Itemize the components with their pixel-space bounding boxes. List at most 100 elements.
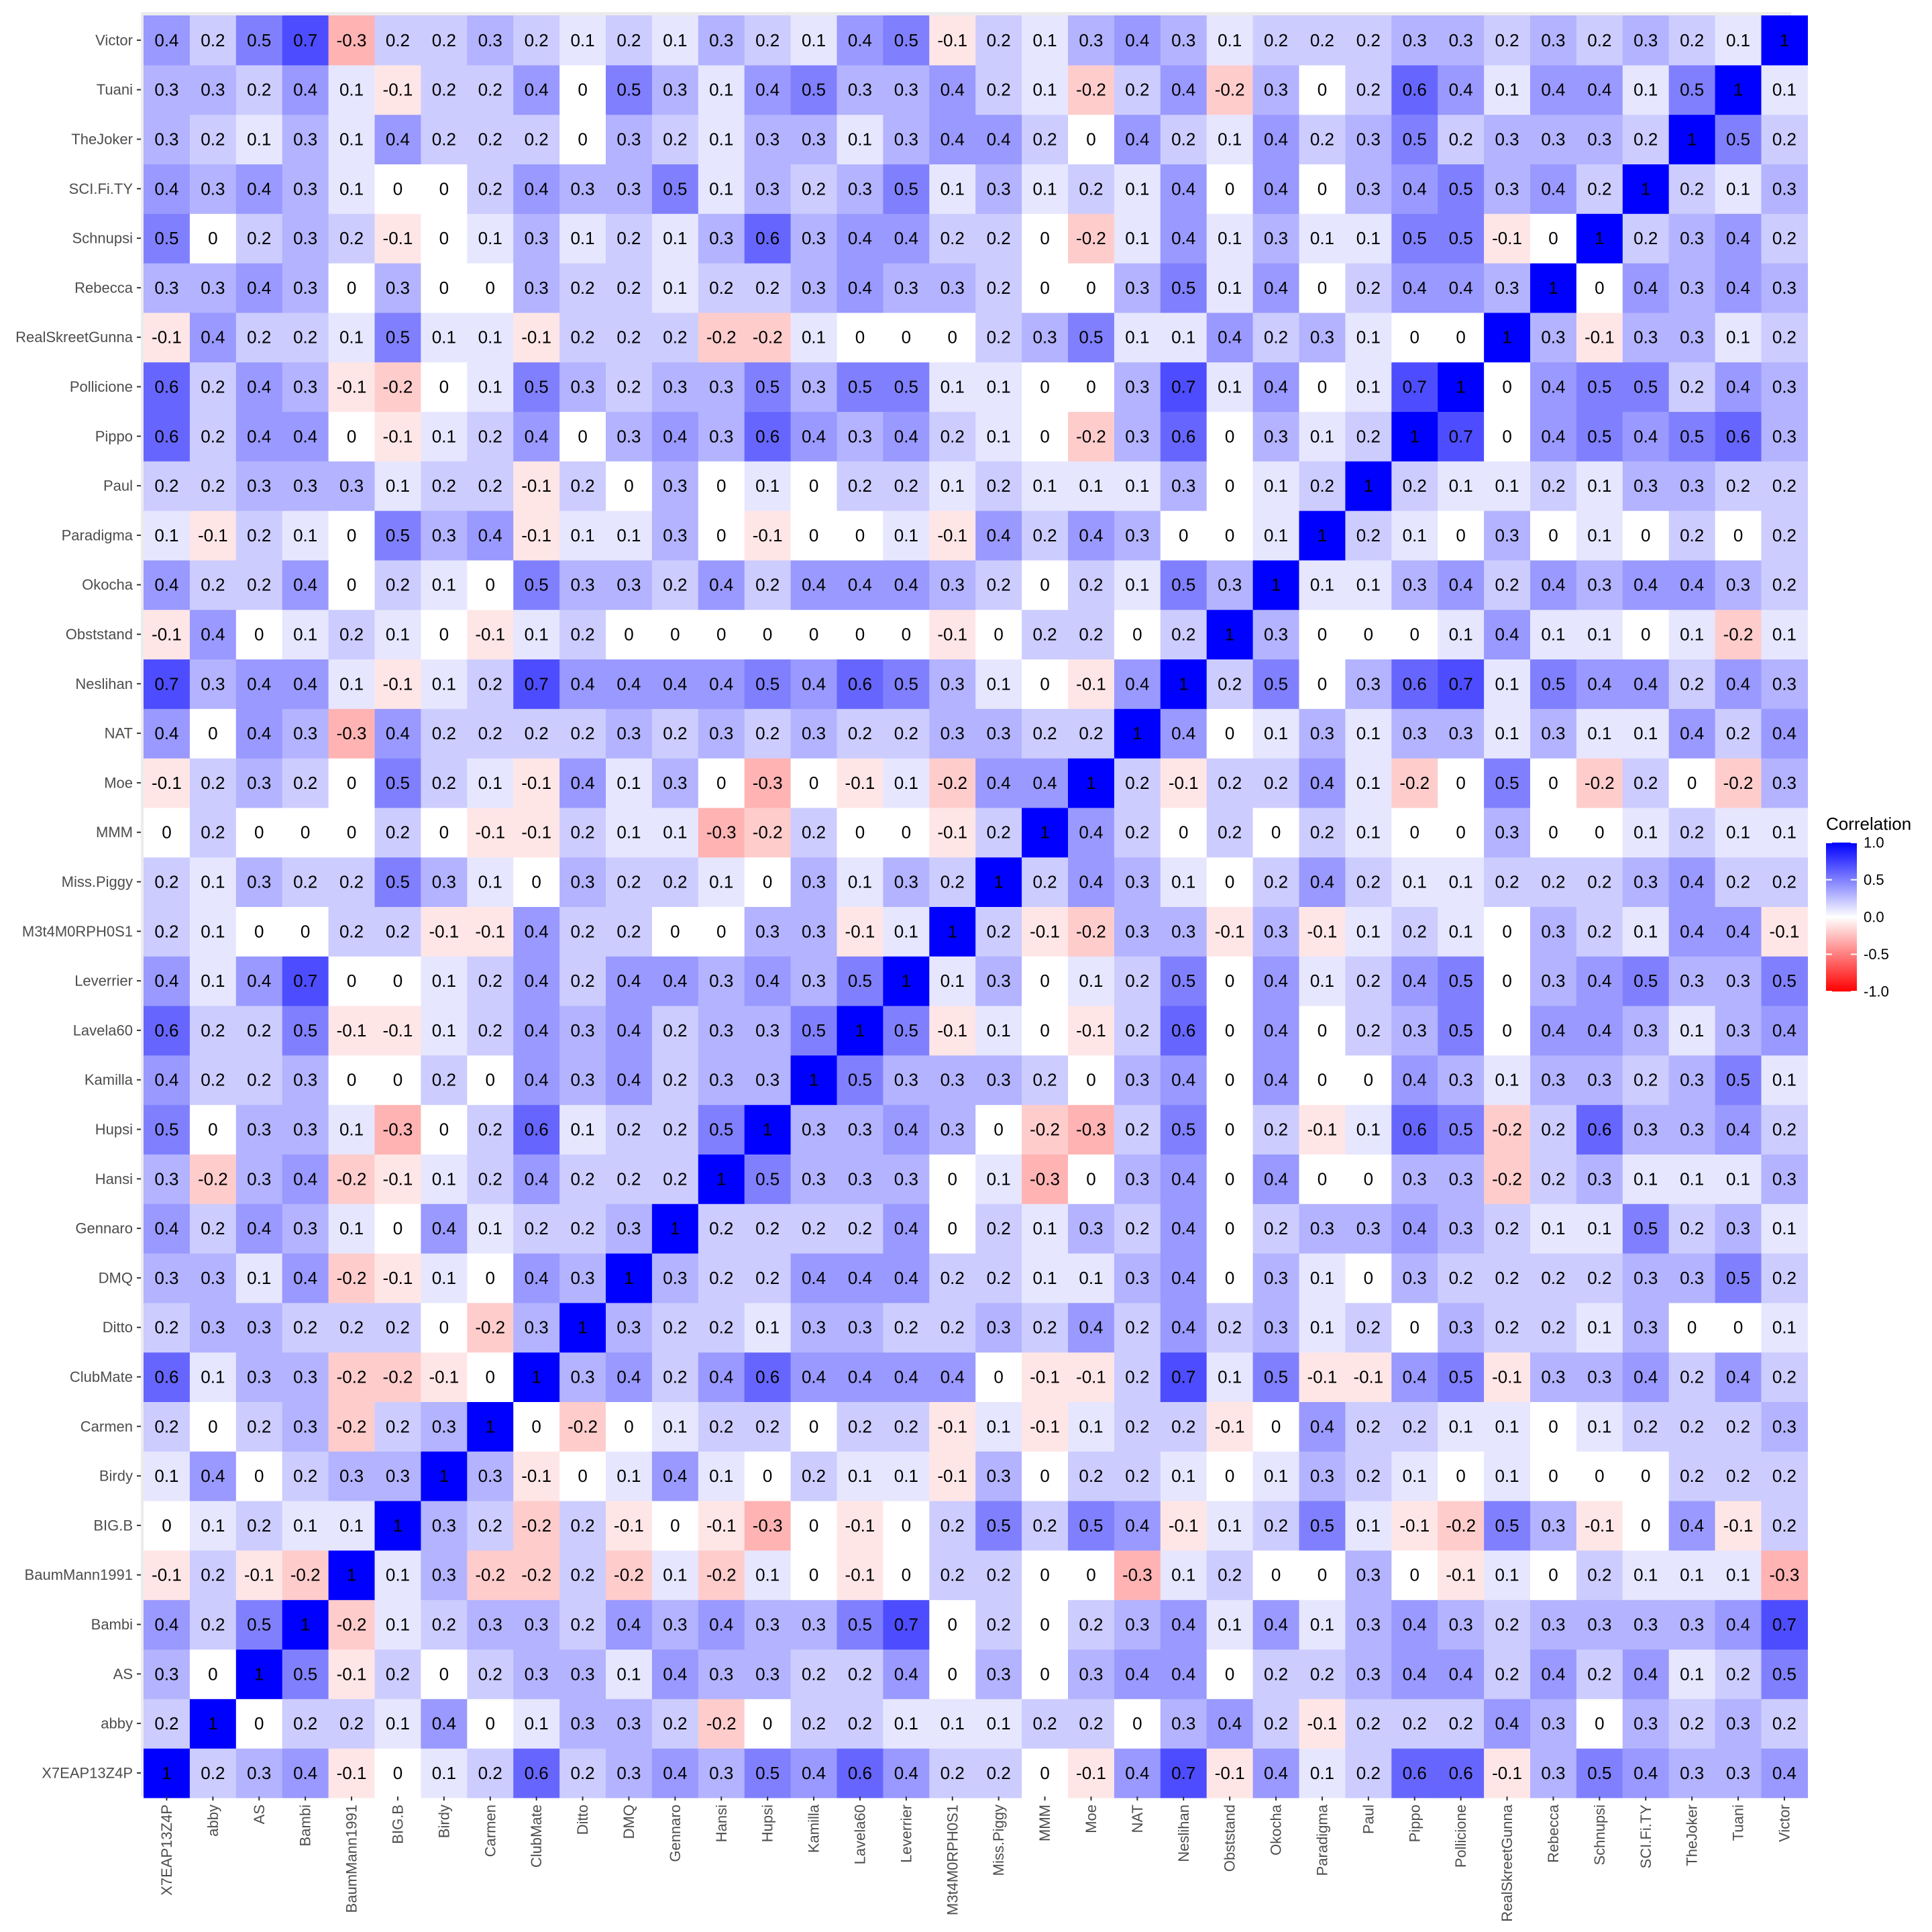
cell-value-label: 0.4 xyxy=(1726,921,1750,941)
x-tick-label: Hansi xyxy=(713,1805,730,1842)
heatmap-cell xyxy=(929,461,976,511)
cell-value-label: 0 xyxy=(1318,1565,1327,1585)
cell-value-label: 0.3 xyxy=(987,971,1011,991)
cell-value-label: 0.2 xyxy=(848,476,872,496)
heatmap-cell xyxy=(1622,1699,1670,1749)
cell-value-label: 0.3 xyxy=(1772,773,1796,793)
heatmap-cell xyxy=(1068,1699,1115,1749)
heatmap-cell xyxy=(1668,1599,1716,1650)
heatmap-cell xyxy=(235,1203,283,1254)
cell-value-label: 0.5 xyxy=(1171,278,1195,298)
cell-value-label: 0 xyxy=(809,525,818,545)
cell-value-label: 0 xyxy=(254,625,264,645)
cell-value-label: 0 xyxy=(347,278,356,298)
heatmap-cell xyxy=(1022,1699,1069,1749)
heatmap-cell xyxy=(189,906,237,957)
cell-value-label: 0.3 xyxy=(339,1466,364,1486)
heatmap-cell xyxy=(929,906,976,957)
heatmap-cell xyxy=(1391,708,1438,759)
cell-value-label: 0 xyxy=(1641,625,1650,645)
cell-value-label: 0.3 xyxy=(293,377,317,397)
cell-value-label: 0.2 xyxy=(1356,1713,1381,1733)
x-tick-label: Moe xyxy=(1083,1805,1099,1833)
cell-value-label: 1 xyxy=(439,1466,449,1486)
heatmap-cell xyxy=(1068,708,1115,759)
cell-value-label: 0 xyxy=(208,1664,217,1684)
heatmap-cell xyxy=(1252,857,1300,907)
cell-value-label: 0.1 xyxy=(1125,228,1149,248)
y-tick-label: Ditto xyxy=(103,1319,133,1336)
cell-value-label: 0.3 xyxy=(1587,129,1611,150)
y-tick-label: Tuani xyxy=(97,81,133,98)
cell-value-label: 0.1 xyxy=(894,525,918,545)
cell-value-label: 0 xyxy=(624,1416,633,1436)
heatmap-cell xyxy=(837,1253,883,1303)
heatmap-cell xyxy=(1160,708,1208,759)
cell-value-label: 0.2 xyxy=(1633,1070,1658,1090)
heatmap-cell xyxy=(1761,511,1808,561)
cell-value-label: 0 xyxy=(763,1466,772,1486)
heatmap-cell xyxy=(698,1055,745,1106)
heatmap-cell xyxy=(790,1154,838,1204)
heatmap-cell xyxy=(1438,511,1485,561)
cell-value-label: 0 xyxy=(1318,377,1327,397)
cell-value-label: 0.2 xyxy=(293,1466,317,1486)
cell-value-label: 0.4 xyxy=(848,1367,872,1387)
cell-value-label: 0.7 xyxy=(1403,377,1427,397)
cell-value-label: 0.3 xyxy=(709,426,733,446)
cell-value-label: 0.4 xyxy=(1541,377,1565,397)
cell-value-label: 0.4 xyxy=(1079,822,1103,843)
heatmap-cell xyxy=(1530,1302,1577,1353)
heatmap-cell xyxy=(421,461,468,511)
cell-value-label: 0.2 xyxy=(1680,1416,1704,1436)
y-tick-label: MMM xyxy=(96,824,133,841)
cell-value-label: 0.1 xyxy=(941,476,965,496)
heatmap-cell xyxy=(1160,461,1208,511)
cell-value-label: 1 xyxy=(486,1416,495,1436)
cell-value-label: -0.1 xyxy=(937,822,967,843)
heatmap-cell xyxy=(1576,461,1623,511)
cell-value-label: 0.1 xyxy=(478,377,502,397)
cell-value-label: 0.3 xyxy=(1495,822,1519,843)
heatmap-cell xyxy=(513,1253,560,1303)
cell-value-label: 0.3 xyxy=(1587,575,1611,595)
heatmap-cell xyxy=(144,1550,191,1601)
cell-value-label: 0.4 xyxy=(894,1763,918,1783)
cell-value-label: 0.1 xyxy=(1495,1565,1519,1585)
cell-value-label: 0.4 xyxy=(1541,178,1565,199)
cell-value-label: 0.1 xyxy=(1772,1218,1796,1238)
heatmap-cell xyxy=(189,1699,237,1749)
cell-value-label: -0.1 xyxy=(337,1020,367,1040)
heatmap-cell xyxy=(790,511,838,561)
y-tick-label: TheJoker xyxy=(71,131,133,148)
cell-value-label: 0.3 xyxy=(1032,327,1057,347)
cell-value-label: 0 xyxy=(578,1466,587,1486)
cell-value-label: 0.3 xyxy=(1310,1218,1334,1238)
cell-value-label: 0.5 xyxy=(386,872,410,892)
heatmap-cell xyxy=(1622,559,1670,610)
cell-value-label: 0.2 xyxy=(1772,1466,1796,1486)
heatmap-cell xyxy=(235,511,283,561)
cell-value-label: -0.1 xyxy=(937,1416,967,1436)
heatmap-cell xyxy=(1391,1154,1438,1204)
heatmap-cell xyxy=(1576,1352,1623,1402)
heatmap-cell xyxy=(975,758,1022,808)
heatmap-cell xyxy=(235,461,283,511)
heatmap-cell xyxy=(606,1699,653,1749)
cell-value-label: 0.1 xyxy=(709,129,733,150)
heatmap-cell xyxy=(1438,609,1485,659)
cell-value-label: 0.3 xyxy=(709,1020,733,1040)
heatmap-cell xyxy=(144,906,191,957)
cell-value-label: 0.3 xyxy=(201,80,225,100)
cell-value-label: 0.2 xyxy=(201,1020,225,1040)
heatmap-cell xyxy=(1622,1550,1670,1601)
cell-value-label: 0 xyxy=(1410,1565,1419,1585)
cell-value-label: 0.1 xyxy=(201,971,225,991)
heatmap-cell xyxy=(1299,659,1346,709)
heatmap-cell xyxy=(1022,906,1069,957)
heatmap-cell xyxy=(467,1699,514,1749)
cell-value-label: 0.2 xyxy=(478,476,502,496)
heatmap-cell xyxy=(1299,1451,1346,1501)
heatmap-cell xyxy=(883,609,930,659)
cell-value-label: 0.3 xyxy=(570,377,594,397)
